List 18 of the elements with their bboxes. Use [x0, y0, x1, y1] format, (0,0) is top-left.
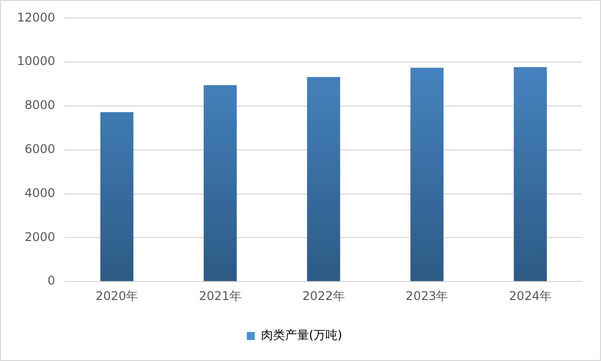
y-tick-label: 10000 [16, 54, 56, 68]
y-tick-label: 12000 [16, 10, 56, 24]
y-tick-label: 6000 [24, 142, 56, 156]
x-tick-label: 2020年 [96, 288, 138, 303]
x-tick-label: 2021年 [198, 288, 242, 303]
y-tick-label: 2000 [24, 230, 56, 244]
bar [100, 112, 134, 282]
bar [410, 68, 444, 282]
x-tick-label: 2022年 [302, 288, 345, 303]
bar [204, 85, 237, 282]
y-tick-label: 4000 [24, 186, 56, 200]
bar [307, 77, 340, 282]
y-tick-label: 8000 [24, 98, 56, 112]
x-tick-label: 2023年 [406, 288, 448, 303]
x-tick-label: 2024年 [509, 288, 552, 303]
legend-label: 肉类产量(万吨) [260, 328, 342, 342]
bar [514, 67, 547, 282]
y-tick-label: 0 [48, 274, 56, 288]
